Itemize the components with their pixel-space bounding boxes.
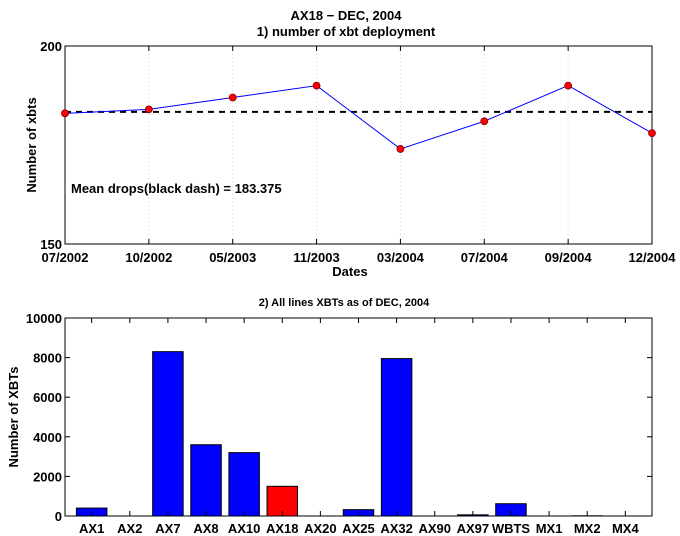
x-tick-label: AX25 — [342, 521, 375, 536]
bar — [190, 444, 222, 517]
x-tick-label: AX90 — [418, 521, 451, 536]
bar — [152, 351, 184, 517]
bar — [228, 452, 260, 517]
x-tick-label: WBTS — [492, 521, 531, 536]
x-tick-label: AX20 — [304, 521, 337, 536]
x-tick-label: AX32 — [380, 521, 413, 536]
x-tick-label: 05/2003 — [209, 250, 256, 265]
x-tick-label: AX7 — [155, 521, 180, 536]
y-tick-label: 4000 — [33, 430, 62, 445]
all-lines-bar-chart: 2) All lines XBTs as of DEC, 2004 Number… — [6, 297, 653, 536]
top-chart-subtitle: 1) number of xbt deployment — [257, 24, 436, 39]
x-tick-label: 07/2002 — [42, 250, 89, 265]
data-point — [480, 117, 489, 126]
x-tick-label: MX1 — [536, 521, 563, 536]
y-tick-label: 6000 — [33, 390, 62, 405]
x-tick-label: 03/2004 — [377, 250, 425, 265]
data-point — [312, 81, 321, 90]
x-tick-label: 12/2004 — [629, 250, 677, 265]
x-tick-label: AX10 — [228, 521, 261, 536]
data-point — [228, 93, 237, 102]
data-point — [61, 109, 69, 118]
y-tick-label: 8000 — [33, 351, 62, 366]
data-point — [648, 129, 656, 138]
top-chart-y-axis-label: Number of xbts — [24, 97, 39, 192]
top-chart-x-axis-label: Dates — [332, 264, 367, 279]
top-chart-title: AX18 − DEC, 2004 — [291, 8, 403, 23]
x-tick-label: MX2 — [574, 521, 601, 536]
y-tick-label: 200 — [40, 39, 62, 54]
x-tick-label: AX8 — [193, 521, 218, 536]
x-tick-label: 11/2003 — [293, 250, 339, 265]
x-tick-label: 07/2004 — [461, 250, 509, 265]
x-tick-label: 09/2004 — [545, 250, 593, 265]
x-tick-label: AX2 — [117, 521, 142, 536]
data-point — [396, 145, 405, 153]
bottom-chart-title: 2) All lines XBTs as of DEC, 2004 — [259, 297, 430, 309]
y-tick-label: 0 — [55, 509, 62, 524]
x-tick-label: 10/2002 — [125, 250, 172, 265]
y-tick-label: 2000 — [33, 469, 62, 484]
bottom-chart-y-axis-label: Number of XBTs — [6, 367, 21, 468]
data-point — [144, 105, 153, 114]
y-tick-label: 10000 — [26, 311, 62, 326]
bar — [380, 358, 413, 517]
y-tick-label: 150 — [40, 237, 62, 252]
data-point — [564, 81, 573, 90]
x-tick-label: MX4 — [612, 521, 640, 536]
series-line — [64, 85, 653, 150]
mean-annotation: Mean drops(black dash) = 183.375 — [71, 181, 282, 196]
x-tick-label: AX1 — [79, 521, 104, 536]
deployment-line-chart: AX18 − DEC, 2004 1) number of xbt deploy… — [24, 8, 676, 279]
top-plot-frame — [64, 45, 653, 245]
x-tick-label: AX97 — [457, 521, 490, 536]
x-tick-label: AX18 — [266, 521, 299, 536]
